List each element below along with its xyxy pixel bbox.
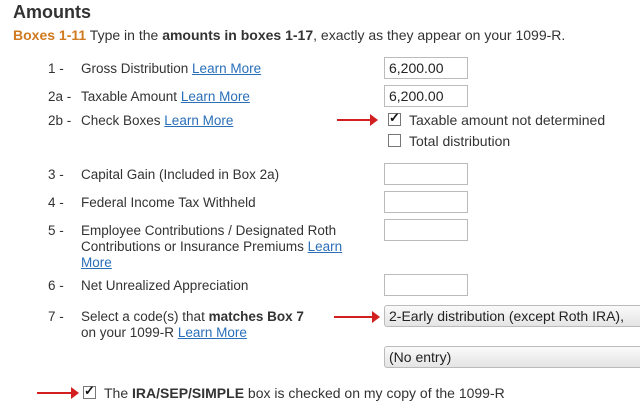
box-number: 2a - xyxy=(48,89,72,104)
instructions-text-end: , exactly as they appear on your 1099-R. xyxy=(313,27,566,43)
taxable-amount-input[interactable] xyxy=(384,85,468,107)
taxable-not-determined-checkbox[interactable] xyxy=(388,110,401,126)
red-arrow-icon xyxy=(337,114,378,126)
box-number: 7 - xyxy=(48,309,64,324)
total-distribution-checkbox[interactable] xyxy=(388,134,401,147)
label-text: on your 1099-R xyxy=(81,325,178,340)
label-text: The xyxy=(104,385,133,401)
box-number: 3 - xyxy=(48,167,64,182)
instructions-text: Type in the xyxy=(86,27,163,43)
learn-more-link[interactable]: Learn More xyxy=(192,61,262,76)
label-text: Taxable Amount xyxy=(81,89,181,104)
capital-gain-label: Capital Gain (Included in Box 2a) xyxy=(81,167,280,182)
employee-contributions-input[interactable] xyxy=(384,219,468,241)
federal-tax-input[interactable] xyxy=(384,191,468,213)
label-text: Check Boxes xyxy=(81,113,165,128)
taxable-amount-label: Taxable Amount Learn More xyxy=(81,89,250,105)
instructions-bold: amounts in boxes 1-17 xyxy=(162,27,314,43)
red-arrow-icon xyxy=(37,387,79,399)
learn-more-link[interactable]: Learn More xyxy=(177,325,247,340)
label-bold: matches Box 7 xyxy=(208,309,304,324)
learn-more-link[interactable]: Learn More xyxy=(180,89,250,104)
nua-input[interactable] xyxy=(384,274,468,296)
boxes-range: Boxes 1-11 xyxy=(13,27,87,43)
learn-more-link[interactable]: Learn More xyxy=(81,239,343,270)
federal-tax-label: Federal Income Tax Withheld xyxy=(81,195,256,210)
check-boxes-label: Check Boxes Learn More xyxy=(81,113,233,129)
label-text: Employee Contributions / Designated Roth… xyxy=(81,223,337,254)
gross-distribution-label: Gross Distribution Learn More xyxy=(81,61,261,77)
box-number: 2b - xyxy=(48,113,72,128)
nua-label: Net Unrealized Appreciation xyxy=(81,278,249,293)
label-text: box is checked on my copy of the 1099-R xyxy=(244,385,505,401)
employee-contributions-label: Employee Contributions / Designated Roth… xyxy=(81,223,346,271)
total-distribution-label: Total distribution xyxy=(409,133,511,149)
label-text: Gross Distribution xyxy=(81,61,193,76)
taxable-not-determined-label: Taxable amount not determined xyxy=(409,112,606,128)
box-number: 6 - xyxy=(48,278,64,293)
box7-code1-select[interactable]: 2-Early distribution (except Roth IRA), xyxy=(384,305,640,327)
ira-sep-simple-label: The IRA/SEP/SIMPLE box is checked on my … xyxy=(104,385,505,401)
box-number: 4 - xyxy=(48,195,64,210)
red-arrow-icon xyxy=(334,311,380,323)
page-title: Amounts xyxy=(13,2,91,22)
gross-distribution-input[interactable] xyxy=(384,57,468,79)
capital-gain-input[interactable] xyxy=(384,163,468,185)
box-number: 1 - xyxy=(48,61,64,76)
learn-more-link[interactable]: Learn More xyxy=(164,113,234,128)
box-number: 5 - xyxy=(48,223,64,238)
label-bold: IRA/SEP/SIMPLE xyxy=(132,385,245,401)
label-text: Select a code(s) that xyxy=(81,309,209,324)
box7-code2-select[interactable]: (No entry) xyxy=(384,346,640,368)
ira-sep-simple-checkbox[interactable] xyxy=(83,383,96,399)
instructions: Boxes 1-11 Type in the amounts in boxes … xyxy=(13,27,565,43)
box7-label: Select a code(s) that matches Box 7 on yo… xyxy=(81,309,304,341)
